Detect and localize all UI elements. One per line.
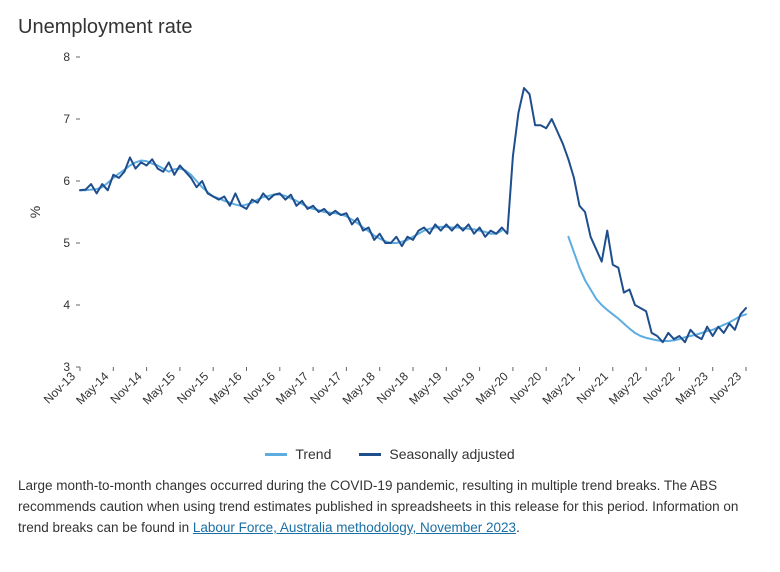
svg-text:6: 6 <box>63 174 70 188</box>
svg-text:Nov-19: Nov-19 <box>440 369 477 406</box>
svg-text:5: 5 <box>63 236 70 250</box>
svg-text:4: 4 <box>63 298 70 312</box>
legend-swatch-trend <box>265 453 287 456</box>
svg-text:Nov-13: Nov-13 <box>41 369 78 406</box>
svg-text:May-15: May-15 <box>140 369 178 407</box>
svg-text:Nov-23: Nov-23 <box>707 369 744 406</box>
chart-title: Unemployment rate <box>18 16 762 39</box>
svg-text:May-22: May-22 <box>606 369 644 407</box>
svg-text:May-17: May-17 <box>273 369 311 407</box>
svg-text:Nov-14: Nov-14 <box>107 369 144 406</box>
line-chart: 345678%Nov-13May-14Nov-14May-15Nov-15May… <box>18 47 758 435</box>
svg-text:7: 7 <box>63 112 70 126</box>
svg-text:8: 8 <box>63 50 70 64</box>
caption-link[interactable]: Labour Force, Australia methodology, Nov… <box>193 520 516 535</box>
svg-text:May-23: May-23 <box>673 369 711 407</box>
svg-text:May-18: May-18 <box>340 369 378 407</box>
svg-text:Nov-18: Nov-18 <box>374 369 411 406</box>
svg-text:Nov-21: Nov-21 <box>574 369 611 406</box>
svg-text:May-14: May-14 <box>73 369 111 407</box>
svg-text:%: % <box>27 206 43 218</box>
legend-item-trend: Trend <box>265 446 331 462</box>
svg-text:Nov-15: Nov-15 <box>174 369 211 406</box>
legend: Trend Seasonally adjusted <box>18 446 762 462</box>
svg-text:Nov-17: Nov-17 <box>307 369 344 406</box>
svg-text:May-16: May-16 <box>206 369 244 407</box>
svg-text:May-20: May-20 <box>473 369 511 407</box>
caption-post: . <box>516 520 520 535</box>
svg-text:Nov-20: Nov-20 <box>507 369 544 406</box>
legend-item-sa: Seasonally adjusted <box>359 446 514 462</box>
svg-text:Nov-16: Nov-16 <box>241 369 278 406</box>
legend-label-sa: Seasonally adjusted <box>389 446 514 462</box>
chart-frame: 345678%Nov-13May-14Nov-14May-15Nov-15May… <box>18 47 762 440</box>
chart-caption: Large month-to-month changes occurred du… <box>18 476 762 539</box>
svg-text:Nov-22: Nov-22 <box>640 369 677 406</box>
svg-text:May-21: May-21 <box>539 369 577 407</box>
chart-container: Unemployment rate 345678%Nov-13May-14Nov… <box>0 0 780 572</box>
svg-text:May-19: May-19 <box>406 369 444 407</box>
legend-label-trend: Trend <box>295 446 331 462</box>
legend-swatch-sa <box>359 453 381 456</box>
